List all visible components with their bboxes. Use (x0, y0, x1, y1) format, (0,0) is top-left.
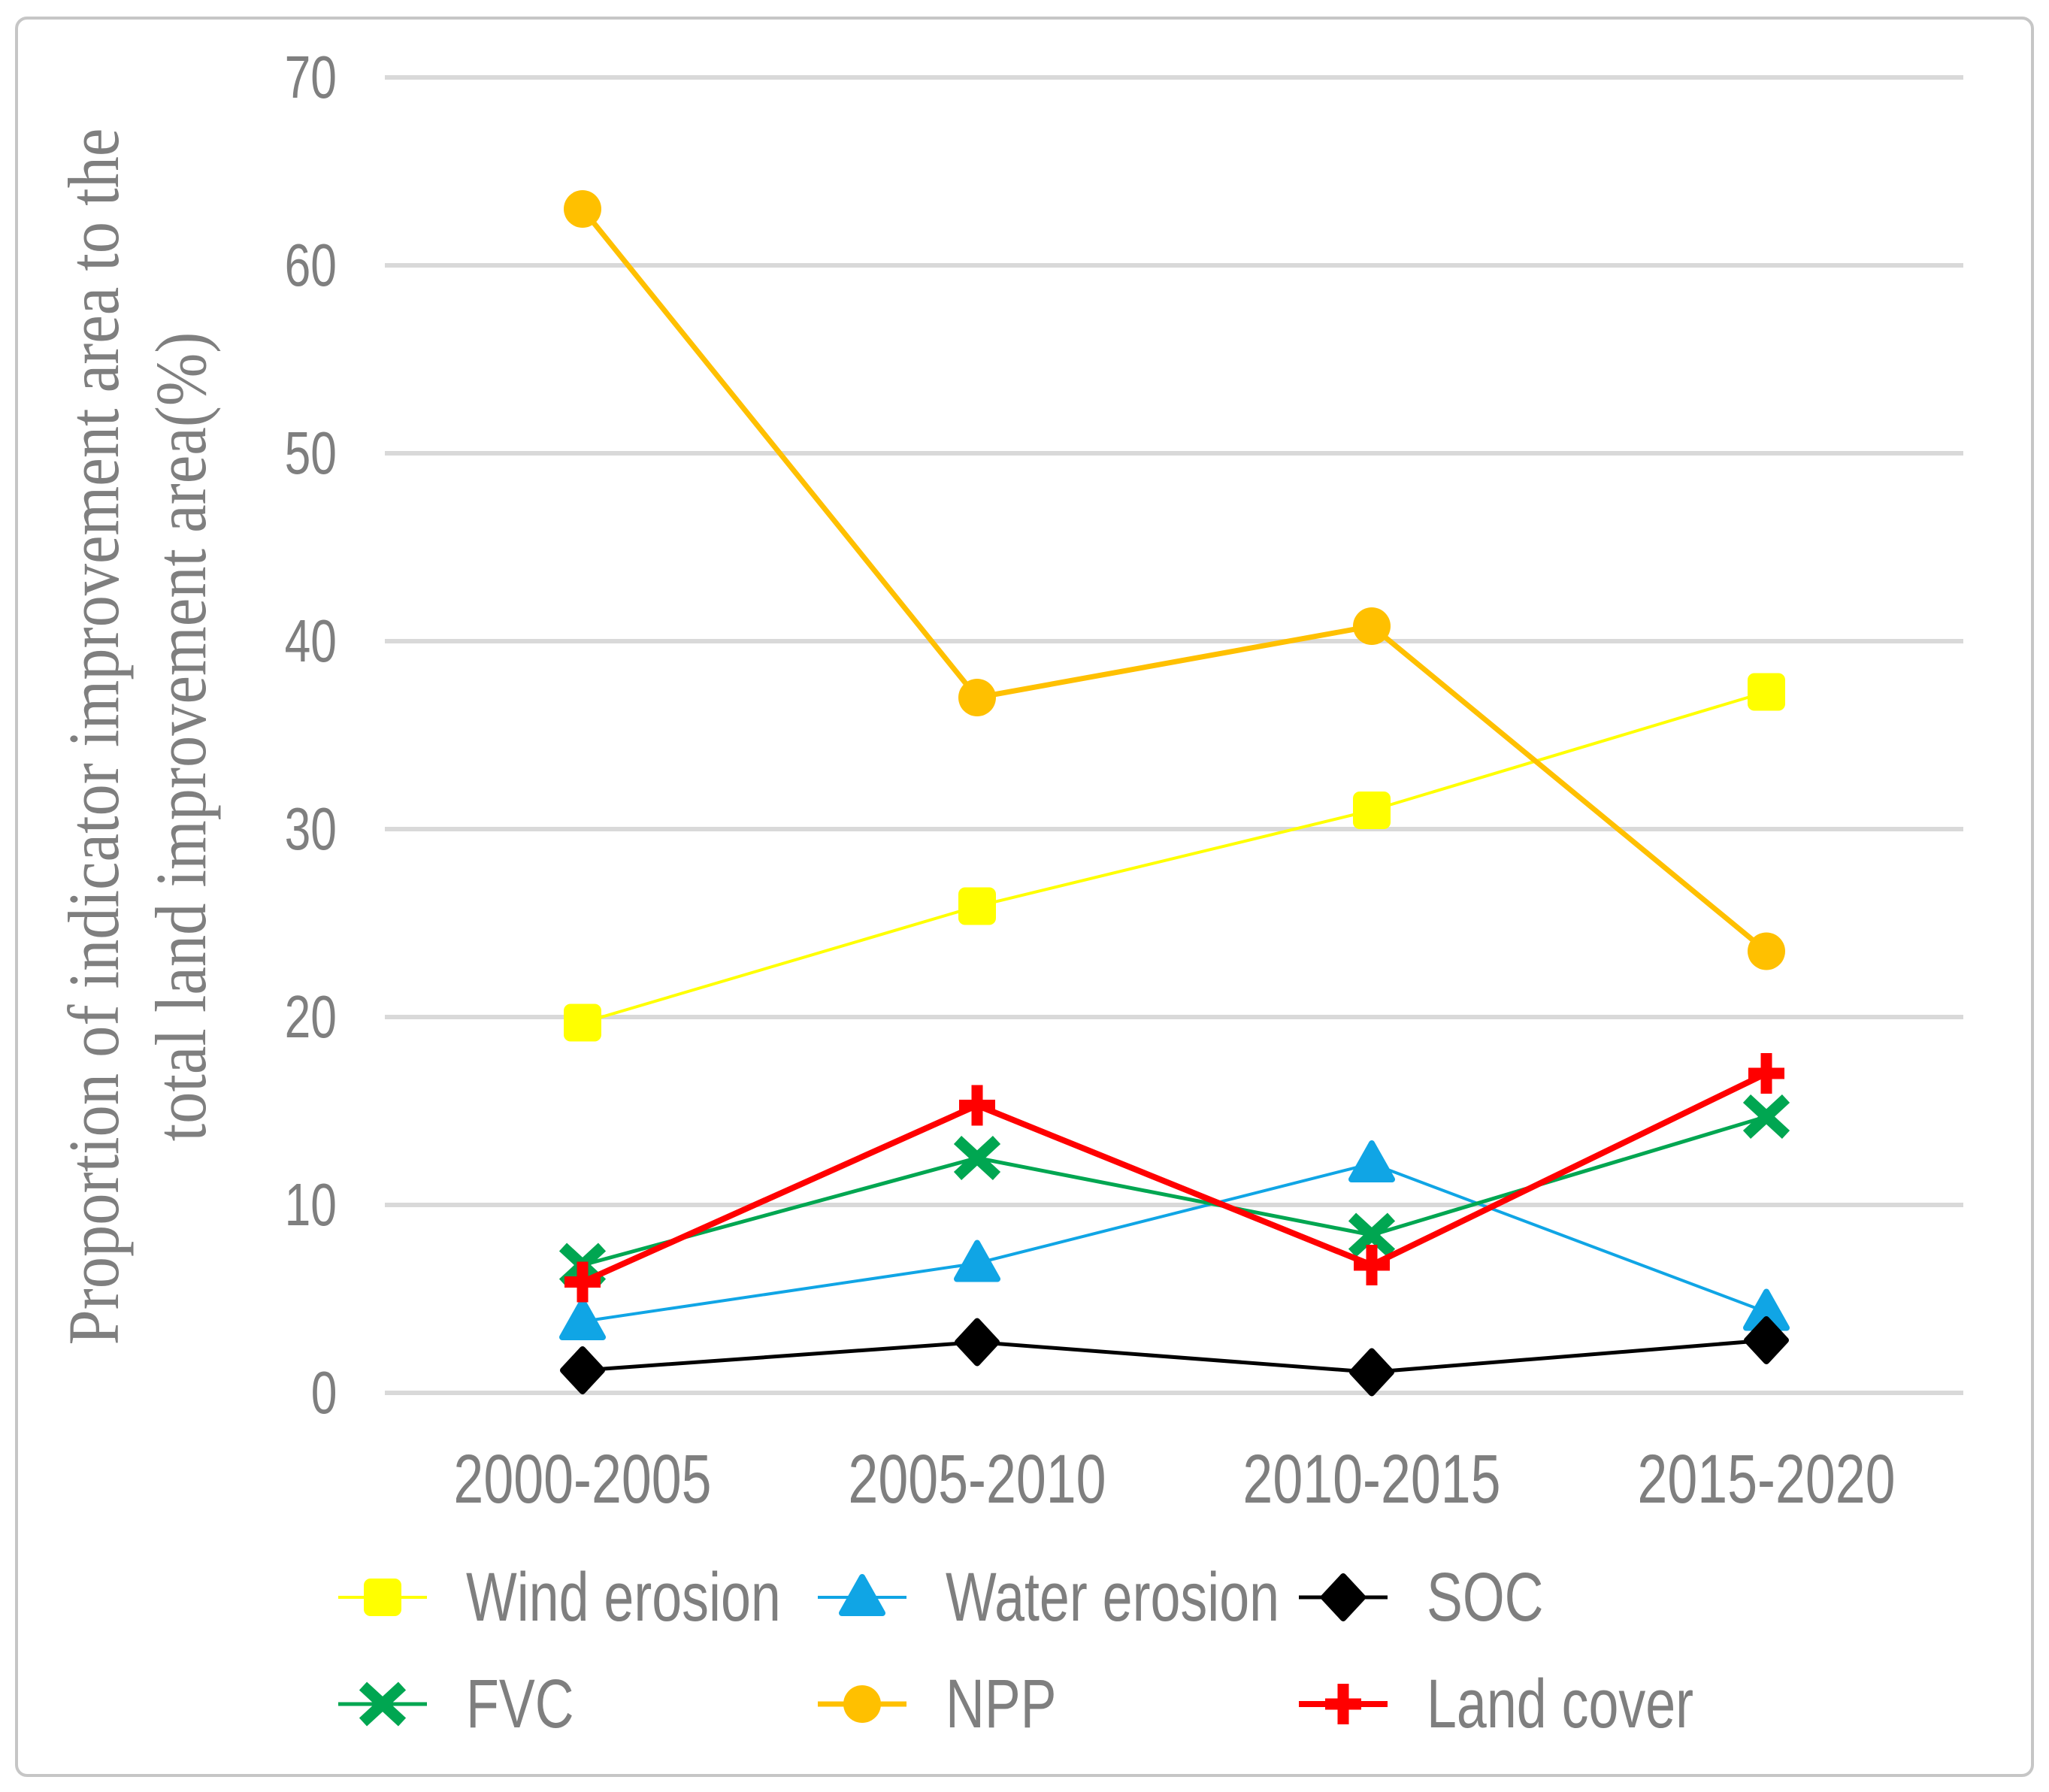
x-category-label-2005-2010: 2005-2010 (848, 1441, 1106, 1518)
x-category-label-2000-2005: 2000-2005 (453, 1441, 712, 1518)
y-tick-label-10: 10 (284, 1171, 337, 1238)
x-category-label-2010-2015: 2010-2015 (1242, 1441, 1501, 1518)
series-marker-soc-1 (955, 1318, 1000, 1367)
x-category-label-2015-2020: 2015-2020 (1637, 1441, 1896, 1518)
series-marker-soc-3 (1744, 1316, 1789, 1364)
series-line-wind-erosion (582, 690, 1767, 1025)
legend-label-wind-erosion: Wind erosion (466, 1559, 781, 1636)
series-marker-fvc-2 (1348, 1212, 1396, 1258)
series-line-land-cover (581, 1070, 1768, 1285)
y-tick-label-0: 0 (310, 1359, 337, 1426)
series-line-npp (580, 207, 1769, 954)
legend-marker-wind-erosion (364, 1579, 401, 1616)
legend-label-soc: SOC (1427, 1559, 1544, 1636)
y-tick-label-60: 60 (284, 232, 337, 298)
series-marker-wind-erosion-0 (564, 1003, 601, 1042)
series-marker-water-erosion-1 (954, 1240, 1000, 1282)
legend-label-land-cover: Land cover (1427, 1666, 1694, 1742)
y-tick-label-20: 20 (284, 983, 337, 1050)
legend-label-water-erosion: Water erosion (946, 1559, 1280, 1636)
series-line-water-erosion (582, 1161, 1767, 1323)
series-line-fvc (582, 1115, 1767, 1267)
y-tick-label-50: 50 (284, 419, 337, 486)
y-tick-label-40: 40 (284, 607, 337, 674)
series-marker-water-erosion-2 (1348, 1140, 1395, 1182)
series-marker-water-erosion-0 (559, 1298, 606, 1340)
legend-marker-water-erosion (839, 1574, 885, 1616)
series-marker-wind-erosion-1 (958, 887, 996, 925)
series-marker-wind-erosion-3 (1748, 673, 1785, 711)
y-axis-title: Proportion of indicator improvement area… (50, 108, 231, 1365)
y-axis-title-line1: Proportion of indicator improvement area… (53, 128, 134, 1346)
legend-marker-fvc (359, 1682, 407, 1727)
legend-label-fvc: FVC (466, 1666, 574, 1742)
series-marker-soc-0 (560, 1346, 605, 1394)
series-marker-npp-0 (564, 190, 601, 228)
series-marker-fvc-3 (1742, 1094, 1790, 1140)
series-marker-wind-erosion-2 (1353, 792, 1391, 829)
series-marker-npp-3 (1748, 932, 1785, 970)
y-tick-label-70: 70 (284, 44, 337, 110)
legend-marker-npp (843, 1685, 881, 1723)
series-marker-npp-1 (958, 679, 996, 716)
series-marker-soc-2 (1349, 1348, 1394, 1397)
y-axis-title-line2: total land improvement area(%) (141, 331, 221, 1142)
y-tick-label-30: 30 (284, 795, 337, 862)
legend-label-npp: NPP (946, 1666, 1057, 1742)
legend-marker-soc (1321, 1573, 1366, 1621)
series-marker-npp-2 (1353, 607, 1391, 645)
series-marker-fvc-1 (953, 1135, 1001, 1181)
series-line-soc (582, 1338, 1767, 1375)
